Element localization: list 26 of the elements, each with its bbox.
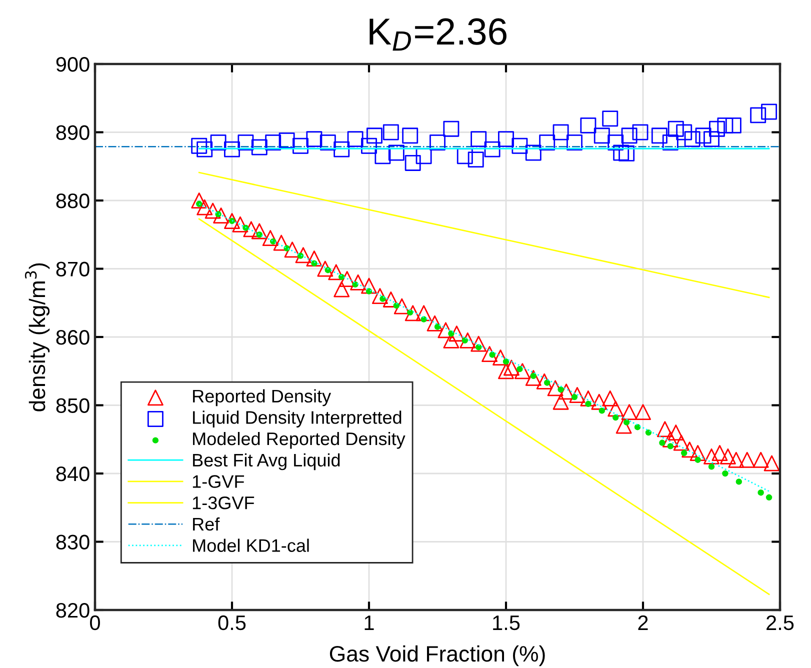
x-tick-label: 2.5 (766, 615, 794, 630)
y-tick-label: 850 (56, 398, 90, 414)
y-tick-label: 830 (56, 534, 90, 550)
legend-label: Liquid Density Interpretted (193, 410, 402, 428)
x-axis-title: Gas Void Fraction (%) (330, 645, 545, 666)
y-tick-label: 890 (56, 125, 90, 140)
chart-title: K$_{D}$=2.36 (370, 18, 506, 51)
x-tick-label: 0.5 (218, 615, 246, 630)
y-tick-label: 860 (56, 330, 90, 345)
legend-label: Reported Density (193, 389, 332, 406)
y-tick-label: 880 (56, 194, 90, 208)
x-tick-label: 0 (90, 615, 100, 630)
x-tick-label: 1.5 (493, 616, 520, 630)
y-tick-label: 820 (56, 603, 90, 618)
y-tick-label: 900 (56, 57, 90, 72)
x-tick-label: 2 (638, 615, 648, 630)
legend-label: 1-3GVF (192, 496, 254, 510)
x-tick-label: 1 (364, 616, 374, 630)
legend-label: Best Fit Avg Liquid (193, 453, 340, 470)
legend-label: 1-GVF (192, 475, 244, 488)
legend-label: Model KD1-cal (193, 538, 309, 552)
legend-label: Modeled Reported Density (193, 432, 406, 449)
legend-label: Ref (193, 517, 220, 531)
y-tick-label: 870 (56, 262, 90, 277)
y-axis-title: density (kg/m$^{3}$) (24, 263, 50, 412)
y-tick-label: 840 (56, 466, 90, 482)
